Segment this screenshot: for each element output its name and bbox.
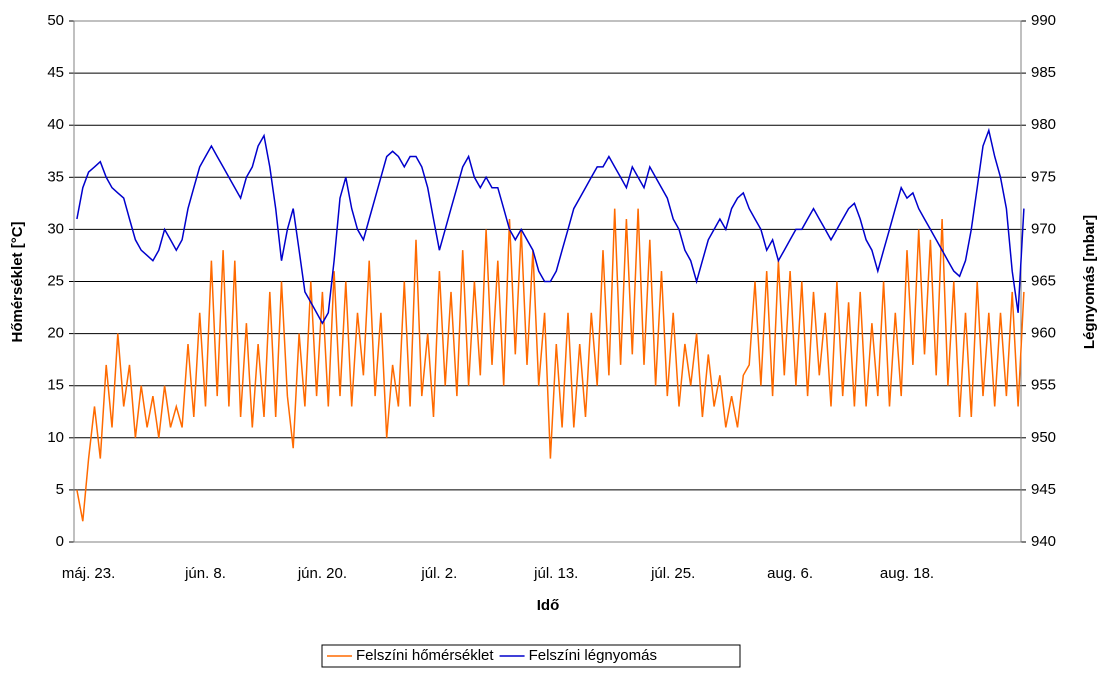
y-tick-label: 50: [47, 12, 64, 29]
y-tick-label: 45: [47, 64, 64, 81]
y-tick-label: 20: [47, 325, 64, 342]
y2-tick-label: 960: [1031, 325, 1056, 342]
y2-tick-label: 970: [1031, 220, 1056, 237]
y-tick-label: 35: [47, 168, 64, 185]
y-tick-label: 40: [47, 116, 64, 133]
y2-tick-label: 950: [1031, 429, 1056, 446]
x-tick-label: jún. 8.: [184, 565, 226, 582]
y-tick-label: 0: [56, 533, 64, 550]
y2-tick-label: 980: [1031, 116, 1056, 133]
x-tick-label: aug. 6.: [767, 565, 813, 582]
x-tick-label: júl. 2.: [420, 565, 457, 582]
y-tick-label: 30: [47, 220, 64, 237]
y-tick-label: 10: [47, 429, 64, 446]
legend-label: Felszíni légnyomás: [529, 647, 657, 664]
series-line: [76, 208, 1025, 522]
x-tick-label: júl. 25.: [650, 565, 695, 582]
y-tick-label: 5: [56, 481, 64, 498]
y2-tick-label: 955: [1031, 377, 1056, 394]
y-tick-label: 25: [47, 272, 64, 289]
x-tick-label: júl. 13.: [533, 565, 578, 582]
x-tick-label: jún. 20.: [297, 565, 347, 582]
x-axis-title: Idő: [537, 597, 560, 614]
plot-frame: [73, 20, 1022, 543]
y2-tick-label: 940: [1031, 533, 1056, 550]
legend-box: [321, 644, 741, 668]
y2-axis-title: Légnyomás [mbar]: [1081, 215, 1098, 349]
y2-tick-label: 965: [1031, 272, 1056, 289]
x-tick-label: máj. 23.: [62, 565, 115, 582]
y-axis-title: Hőmérséklet [°C]: [9, 221, 26, 342]
series-line: [76, 127, 1025, 325]
y2-tick-label: 985: [1031, 64, 1056, 81]
y2-tick-label: 975: [1031, 168, 1056, 185]
y-tick-label: 15: [47, 377, 64, 394]
legend-label: Felszíni hőmérséklet: [356, 647, 494, 664]
y2-tick-label: 945: [1031, 481, 1056, 498]
y2-tick-label: 990: [1031, 12, 1056, 29]
x-tick-label: aug. 18.: [880, 565, 934, 582]
